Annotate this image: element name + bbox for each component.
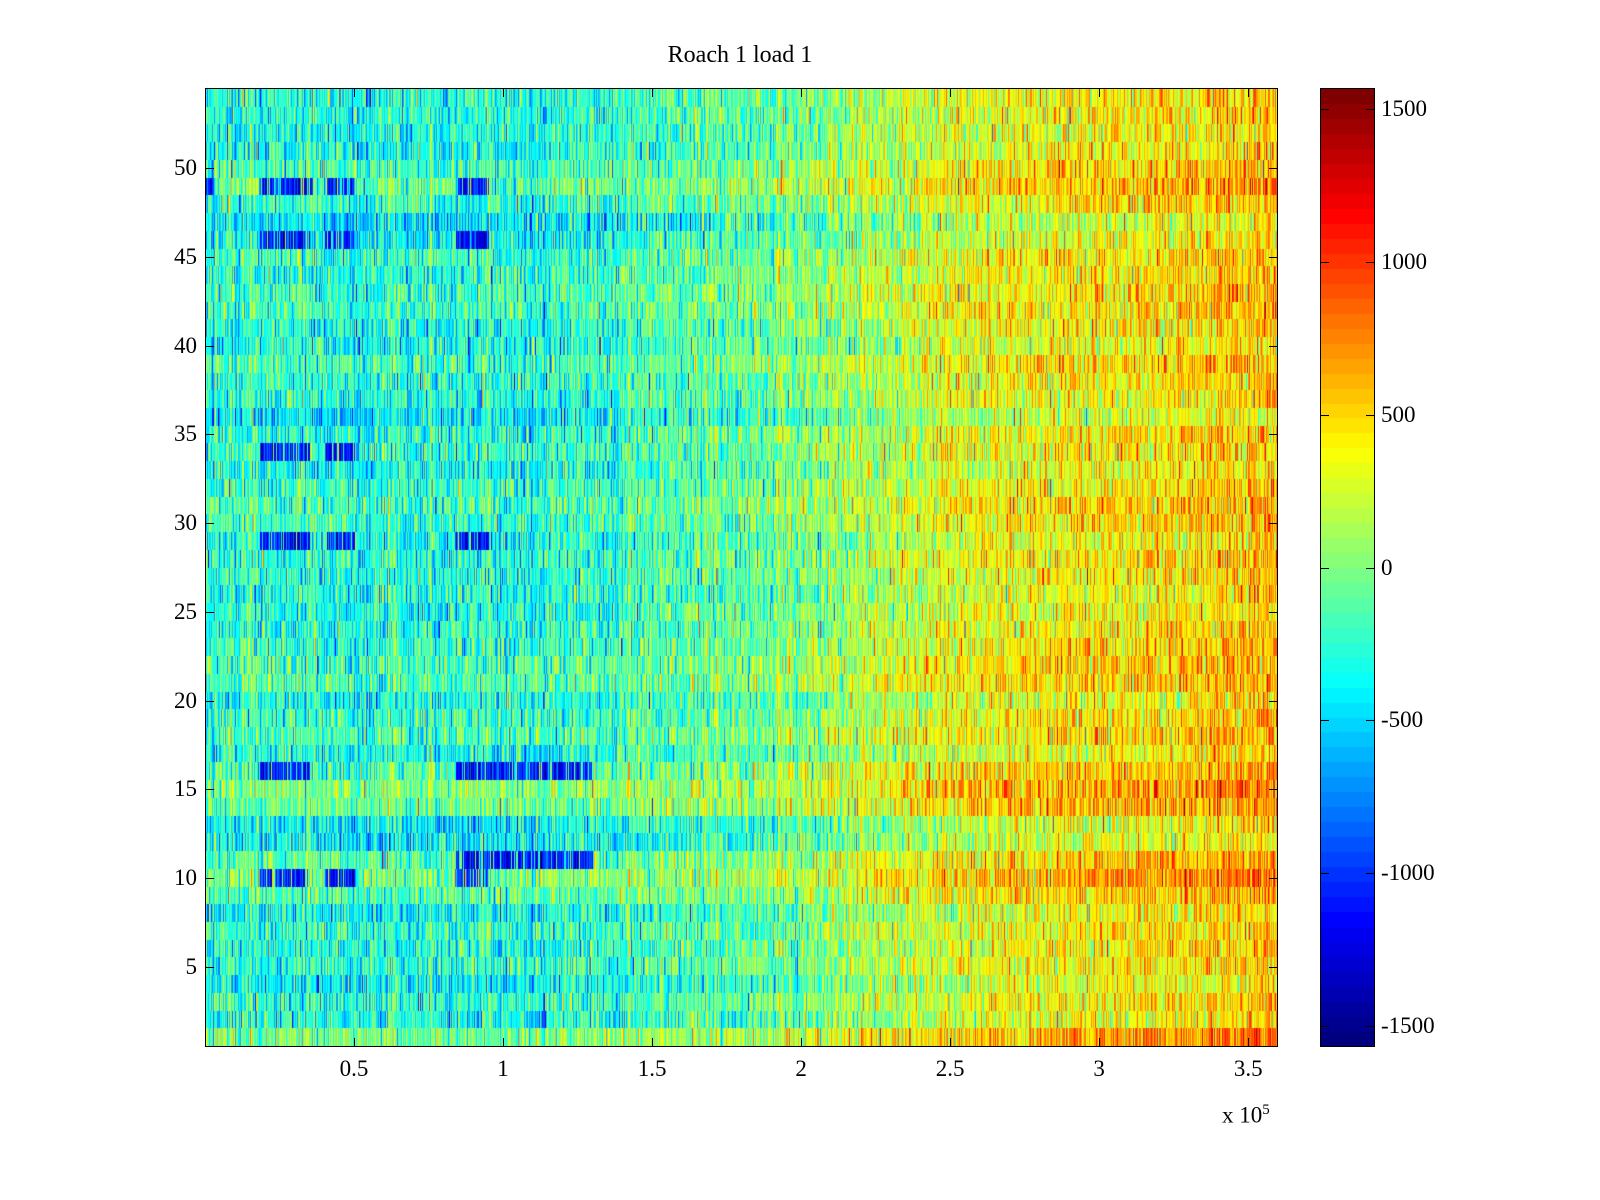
heatmap-image <box>206 89 1277 1046</box>
colorbar-tick-right <box>1366 872 1374 874</box>
y-tick <box>206 345 214 347</box>
y-tick-right <box>1269 967 1277 969</box>
colorbar-tick-right <box>1366 720 1374 722</box>
colorbar-tick <box>1321 720 1329 722</box>
x-tick <box>950 1038 952 1046</box>
x-axis-multiplier: x 105 <box>1222 1102 1270 1129</box>
colorbar-tick <box>1321 1025 1329 1027</box>
y-tick-label: 5 <box>185 954 198 980</box>
x-tick-label: 2.5 <box>935 1056 965 1081</box>
y-tick-label: 35 <box>174 421 197 447</box>
colorbar-tick-label: -500 <box>1381 707 1424 733</box>
y-tick <box>206 256 214 258</box>
y-tick-label: 45 <box>174 243 197 269</box>
x-tick-top <box>801 89 803 97</box>
colorbar-tick-right <box>1366 567 1374 569</box>
colorbar-tick-label: 1000 <box>1381 249 1427 275</box>
y-tick <box>206 967 214 969</box>
multiplier-exponent: 5 <box>1262 1102 1270 1118</box>
x-tick <box>1248 1038 1250 1046</box>
x-tick <box>354 1038 356 1046</box>
colorbar-tick <box>1321 109 1329 111</box>
y-tick-label: 30 <box>174 510 197 536</box>
x-tick-top <box>354 89 356 97</box>
y-tick-right <box>1269 434 1277 436</box>
y-tick-label: 25 <box>174 598 197 624</box>
colorbar-tick-label: 500 <box>1381 401 1416 427</box>
colorbar-tick-label: -1000 <box>1381 859 1435 885</box>
y-tick-right <box>1269 523 1277 525</box>
x-tick-top <box>1099 89 1101 97</box>
plot-area <box>205 88 1278 1047</box>
colorbar-tick-label: 1500 <box>1381 96 1427 122</box>
chart-title: Roach 1 load 1 <box>667 42 813 68</box>
colorbar-tick-label: -1500 <box>1381 1012 1435 1038</box>
y-tick-label: 20 <box>174 687 197 713</box>
y-tick-right <box>1269 700 1277 702</box>
y-tick <box>206 434 214 436</box>
y-tick <box>206 878 214 880</box>
x-tick-label: 1.5 <box>637 1056 667 1081</box>
y-tick-right <box>1269 878 1277 880</box>
x-tick-label: 2 <box>795 1056 807 1081</box>
y-tick <box>206 523 214 525</box>
y-tick-right <box>1269 789 1277 791</box>
y-tick-right <box>1269 611 1277 613</box>
y-tick-right <box>1269 167 1277 169</box>
colorbar <box>1320 88 1375 1047</box>
y-tick-label: 10 <box>174 865 197 891</box>
y-tick <box>206 700 214 702</box>
x-tick-top <box>950 89 952 97</box>
y-tick-label: 50 <box>174 154 197 180</box>
x-tick-label: 0.5 <box>339 1056 369 1081</box>
x-tick-top <box>503 89 505 97</box>
x-tick <box>652 1038 654 1046</box>
y-tick-label: 40 <box>174 332 197 358</box>
x-tick-label: 3 <box>1093 1056 1105 1081</box>
y-tick-right <box>1269 345 1277 347</box>
y-tick <box>206 611 214 613</box>
colorbar-gradient <box>1321 89 1374 1046</box>
colorbar-tick <box>1321 872 1329 874</box>
x-tick <box>1099 1038 1101 1046</box>
x-tick-top <box>652 89 654 97</box>
y-tick <box>206 789 214 791</box>
colorbar-tick <box>1321 414 1329 416</box>
colorbar-tick-right <box>1366 414 1374 416</box>
colorbar-tick-right <box>1366 1025 1374 1027</box>
colorbar-tick-right <box>1366 109 1374 111</box>
y-tick-right <box>1269 256 1277 258</box>
y-tick <box>206 167 214 169</box>
x-tick-top <box>1248 89 1250 97</box>
x-tick-label: 3.5 <box>1233 1056 1263 1081</box>
x-tick <box>503 1038 505 1046</box>
colorbar-tick <box>1321 262 1329 264</box>
colorbar-tick-label: 0 <box>1381 554 1393 580</box>
x-tick-label: 1 <box>497 1056 509 1081</box>
x-tick <box>801 1038 803 1046</box>
colorbar-tick <box>1321 567 1329 569</box>
y-tick-label: 15 <box>174 776 197 802</box>
colorbar-tick-right <box>1366 262 1374 264</box>
multiplier-base: x 10 <box>1222 1102 1263 1128</box>
